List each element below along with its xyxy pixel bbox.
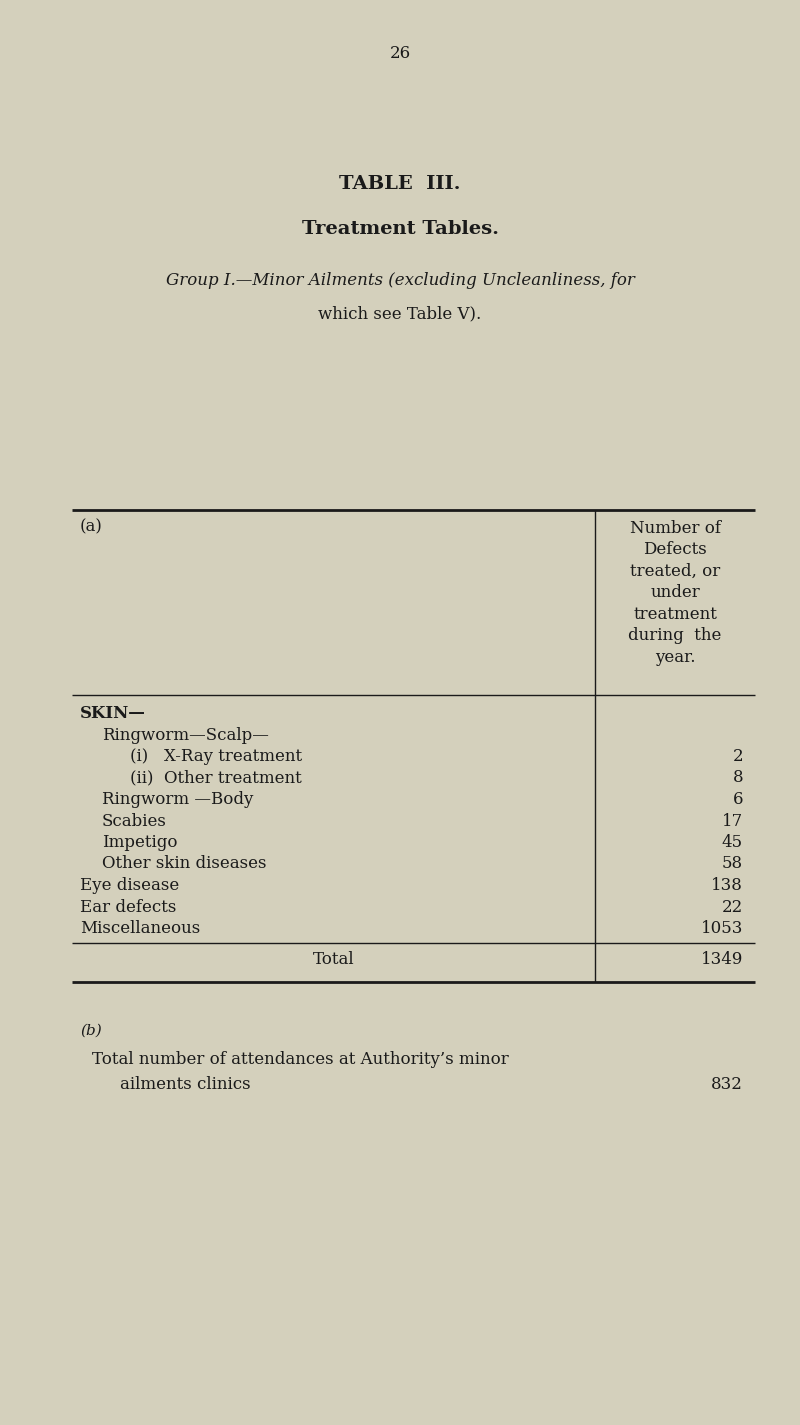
Text: Treatment Tables.: Treatment Tables. [302,219,498,238]
Text: Eye disease: Eye disease [80,876,179,893]
Text: which see Table V).: which see Table V). [318,305,482,322]
Text: Ringworm —Body: Ringworm —Body [102,791,254,808]
Text: 26: 26 [390,46,410,63]
Text: 58: 58 [722,855,743,872]
Text: Other skin diseases: Other skin diseases [102,855,266,872]
Text: 138: 138 [711,876,743,893]
Text: 2: 2 [732,748,743,765]
Text: ailments clinics: ailments clinics [120,1076,250,1093]
Text: year.: year. [654,648,695,665]
Text: Total number of attendances at Authority’s minor: Total number of attendances at Authority… [92,1052,509,1069]
Text: Scabies: Scabies [102,812,167,829]
Text: 1349: 1349 [701,952,743,969]
Text: Total: Total [313,952,354,969]
Text: 22: 22 [722,899,743,915]
Text: (ii)  Other treatment: (ii) Other treatment [130,770,302,787]
Text: Ear defects: Ear defects [80,899,176,915]
Text: Defects: Defects [643,542,707,559]
Text: 45: 45 [722,834,743,851]
Text: treated, or: treated, or [630,563,720,580]
Text: Miscellaneous: Miscellaneous [80,921,200,938]
Text: Ringworm—Scalp—: Ringworm—Scalp— [102,727,269,744]
Text: (i)   X-Ray treatment: (i) X-Ray treatment [130,748,302,765]
Text: 6: 6 [733,791,743,808]
Text: during  the: during the [628,627,722,644]
Text: 1053: 1053 [701,921,743,938]
Text: 832: 832 [711,1076,743,1093]
Text: 17: 17 [722,812,743,829]
Text: under: under [650,584,700,601]
Text: (b): (b) [80,1023,102,1037]
Text: Impetigo: Impetigo [102,834,178,851]
Text: 8: 8 [732,770,743,787]
Text: TABLE  III.: TABLE III. [339,175,461,192]
Text: SKIN—: SKIN— [80,705,146,722]
Text: treatment: treatment [633,606,717,623]
Text: Number of: Number of [630,520,721,537]
Text: (a): (a) [80,519,103,534]
Text: Group I.—Minor Ailments (excluding Uncleanliness, for: Group I.—Minor Ailments (excluding Uncle… [166,272,634,289]
